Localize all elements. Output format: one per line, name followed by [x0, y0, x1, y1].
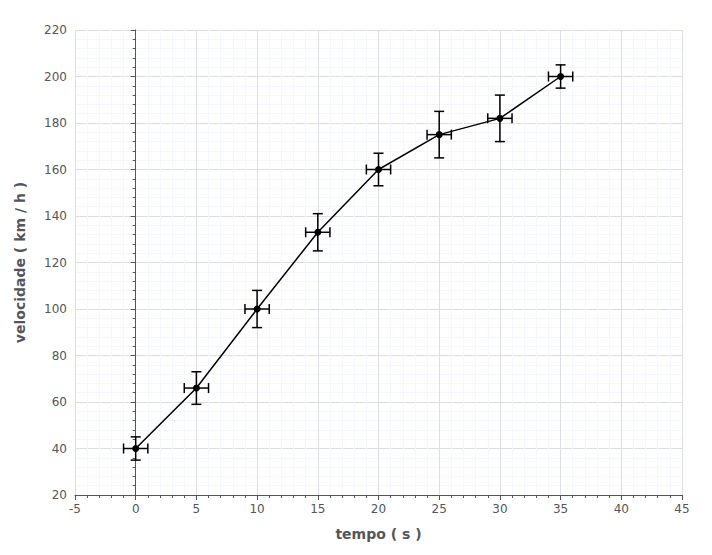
- svg-text:velocidade ( km / h ): velocidade ( km / h ): [12, 182, 28, 343]
- svg-text:40: 40: [614, 502, 629, 516]
- svg-text:30: 30: [492, 502, 507, 516]
- svg-text:60: 60: [52, 395, 67, 409]
- svg-text:15: 15: [310, 502, 325, 516]
- svg-text:tempo ( s ): tempo ( s ): [335, 526, 421, 542]
- svg-text:0: 0: [132, 502, 140, 516]
- svg-text:-5: -5: [69, 502, 81, 516]
- svg-text:5: 5: [193, 502, 201, 516]
- svg-text:20: 20: [52, 488, 67, 502]
- svg-text:180: 180: [44, 116, 67, 130]
- svg-text:10: 10: [249, 502, 264, 516]
- svg-text:140: 140: [44, 209, 67, 223]
- svg-text:200: 200: [44, 70, 67, 84]
- svg-text:40: 40: [52, 442, 67, 456]
- svg-text:80: 80: [52, 349, 67, 363]
- svg-text:35: 35: [553, 502, 568, 516]
- svg-text:220: 220: [44, 23, 67, 37]
- svg-text:160: 160: [44, 163, 67, 177]
- svg-text:25: 25: [432, 502, 447, 516]
- svg-text:100: 100: [44, 302, 67, 316]
- svg-text:20: 20: [371, 502, 386, 516]
- svg-text:120: 120: [44, 256, 67, 270]
- svg-text:45: 45: [674, 502, 689, 516]
